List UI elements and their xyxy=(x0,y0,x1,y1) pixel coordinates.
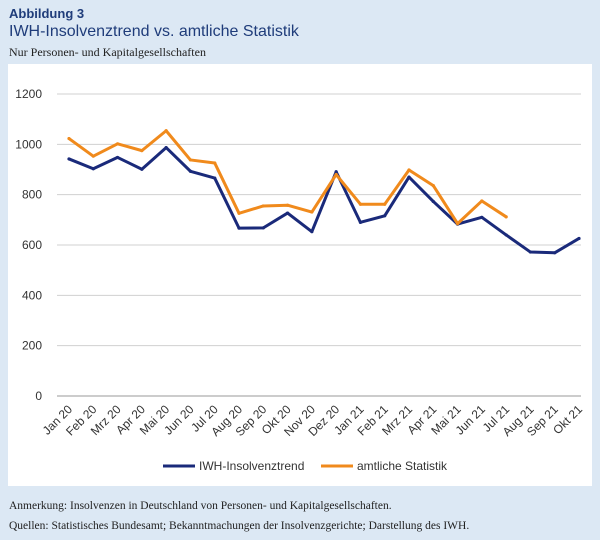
data-point xyxy=(528,250,533,254)
data-point xyxy=(358,202,363,206)
grid-lines xyxy=(57,93,581,397)
series-line xyxy=(67,146,581,255)
data-point xyxy=(383,202,387,206)
y-tick-label: 600 xyxy=(22,238,42,252)
figure-header: Abbildung 3 IWH-Insolvenztrend vs. amtli… xyxy=(9,6,299,61)
figure-label: Abbildung 3 xyxy=(9,6,85,21)
data-point xyxy=(504,233,508,237)
data-point xyxy=(553,251,557,255)
y-tick-label: 1000 xyxy=(15,137,42,151)
data-point xyxy=(285,211,290,215)
data-point xyxy=(188,158,193,162)
data-point xyxy=(261,226,265,230)
legend-label: amtliche Statistik xyxy=(357,459,448,473)
data-point xyxy=(383,214,387,218)
data-point xyxy=(310,210,314,214)
data-point xyxy=(67,157,71,161)
y-tick-label: 800 xyxy=(22,188,42,202)
data-point xyxy=(140,149,144,153)
data-point xyxy=(188,169,193,173)
data-point xyxy=(334,172,338,177)
data-point xyxy=(480,215,484,219)
data-point xyxy=(115,142,120,146)
legend: IWH-Insolvenztrend amtliche Statistik xyxy=(163,459,448,473)
data-point xyxy=(407,175,411,179)
chart-panel: 0 200 400 600 800 1000 1200 Jan 20 Feb 20 Mrz 20… xyxy=(8,64,592,486)
data-point xyxy=(334,170,338,174)
remark-note: Anmerkung: Insolvenzen in Deutschland vo… xyxy=(9,500,392,512)
data-point xyxy=(407,168,411,172)
data-point xyxy=(455,222,460,226)
data-point xyxy=(237,226,241,230)
y-axis: 0 200 400 600 800 1000 1200 xyxy=(15,87,42,403)
data-point xyxy=(91,154,95,158)
data-point xyxy=(285,203,290,207)
data-point xyxy=(67,136,71,141)
y-tick-label: 200 xyxy=(22,339,42,353)
data-point xyxy=(115,155,120,160)
data-point xyxy=(577,236,581,241)
data-point xyxy=(213,161,217,165)
sources-note: Quellen: Statistisches Bundesamt; Bekann… xyxy=(9,520,470,532)
data-point xyxy=(164,146,168,150)
data-point xyxy=(140,167,144,171)
data-point xyxy=(261,204,265,208)
data-point xyxy=(91,167,95,171)
data-point xyxy=(431,199,435,204)
y-tick-label: 0 xyxy=(35,389,42,403)
data-point xyxy=(237,211,241,215)
y-tick-label: 400 xyxy=(22,288,42,302)
series-group xyxy=(67,129,581,255)
y-tick-label: 1200 xyxy=(15,87,42,101)
data-point xyxy=(358,220,363,224)
data-point xyxy=(504,215,508,219)
data-point xyxy=(431,184,435,188)
data-point xyxy=(310,230,314,234)
figure-title: IWH-Insolvenztrend vs. amtliche Statisti… xyxy=(9,23,299,40)
data-point xyxy=(213,176,217,180)
data-point xyxy=(164,129,168,133)
data-point xyxy=(480,199,484,203)
figure-notes: Anmerkung: Insolvenzen in Deutschland vo… xyxy=(9,496,469,536)
figure-subtitle: Nur Personen- und Kapitalgesellschaften xyxy=(9,45,206,59)
legend-label: IWH-Insolvenztrend xyxy=(199,459,304,473)
